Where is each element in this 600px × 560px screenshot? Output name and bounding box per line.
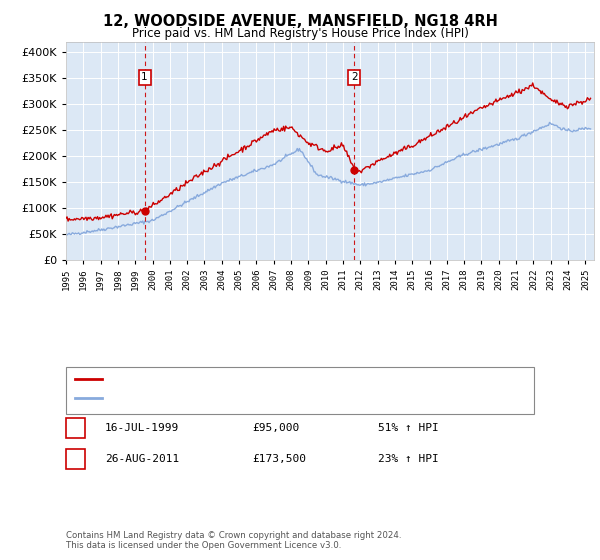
Text: 12, WOODSIDE AVENUE, MANSFIELD, NG18 4RH (detached house): 12, WOODSIDE AVENUE, MANSFIELD, NG18 4RH… [106, 374, 452, 384]
Text: 51% ↑ HPI: 51% ↑ HPI [378, 423, 439, 433]
Text: Contains HM Land Registry data © Crown copyright and database right 2024.
This d: Contains HM Land Registry data © Crown c… [66, 530, 401, 550]
Text: 1: 1 [141, 72, 148, 82]
Text: 2: 2 [351, 72, 358, 82]
Text: HPI: Average price, detached house, Mansfield: HPI: Average price, detached house, Mans… [106, 393, 349, 403]
Text: £173,500: £173,500 [252, 454, 306, 464]
Text: 1: 1 [72, 423, 79, 433]
Text: 23% ↑ HPI: 23% ↑ HPI [378, 454, 439, 464]
Text: 2: 2 [72, 454, 79, 464]
Text: 12, WOODSIDE AVENUE, MANSFIELD, NG18 4RH: 12, WOODSIDE AVENUE, MANSFIELD, NG18 4RH [103, 14, 497, 29]
Text: 16-JUL-1999: 16-JUL-1999 [105, 423, 179, 433]
Text: Price paid vs. HM Land Registry's House Price Index (HPI): Price paid vs. HM Land Registry's House … [131, 27, 469, 40]
Text: 26-AUG-2011: 26-AUG-2011 [105, 454, 179, 464]
Text: £95,000: £95,000 [252, 423, 299, 433]
